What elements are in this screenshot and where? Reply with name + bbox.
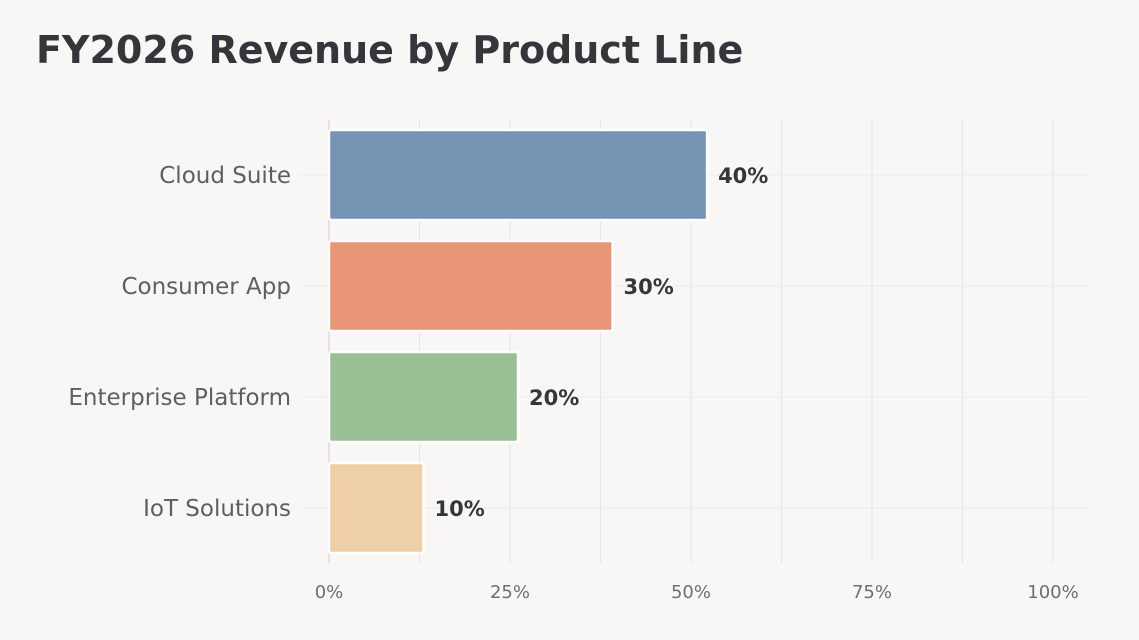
- chart-title: FY2026 Revenue by Product Line: [36, 28, 744, 72]
- bars: [327, 128, 709, 555]
- x-tick-label: 25%: [490, 582, 530, 603]
- category-labels: Cloud Suite Consumer App Enterprise Platfo…: [68, 163, 291, 522]
- value-labels: 40% 30% 20% 10%: [435, 164, 769, 521]
- x-tick-label: 100%: [1027, 582, 1078, 603]
- category-label: IoT Solutions: [143, 496, 291, 522]
- category-label: Cloud Suite: [159, 163, 291, 189]
- value-label: 20%: [529, 386, 579, 410]
- bar-enterprise-platform: [327, 350, 520, 444]
- value-label: 40%: [718, 164, 768, 188]
- value-label: 30%: [624, 275, 674, 299]
- category-label: Enterprise Platform: [68, 385, 291, 411]
- value-label: 10%: [435, 497, 485, 521]
- x-tick-label: 50%: [671, 582, 711, 603]
- bar-iot-solutions: [327, 461, 425, 555]
- x-tick-labels: 0% 25% 50% 75% 100%: [315, 582, 1079, 603]
- x-tick-label: 0%: [315, 582, 344, 603]
- category-label: Consumer App: [121, 274, 291, 300]
- bar-consumer-app: [327, 239, 614, 333]
- bar-cloud-suite: [327, 128, 709, 222]
- x-tick-label: 75%: [852, 582, 892, 603]
